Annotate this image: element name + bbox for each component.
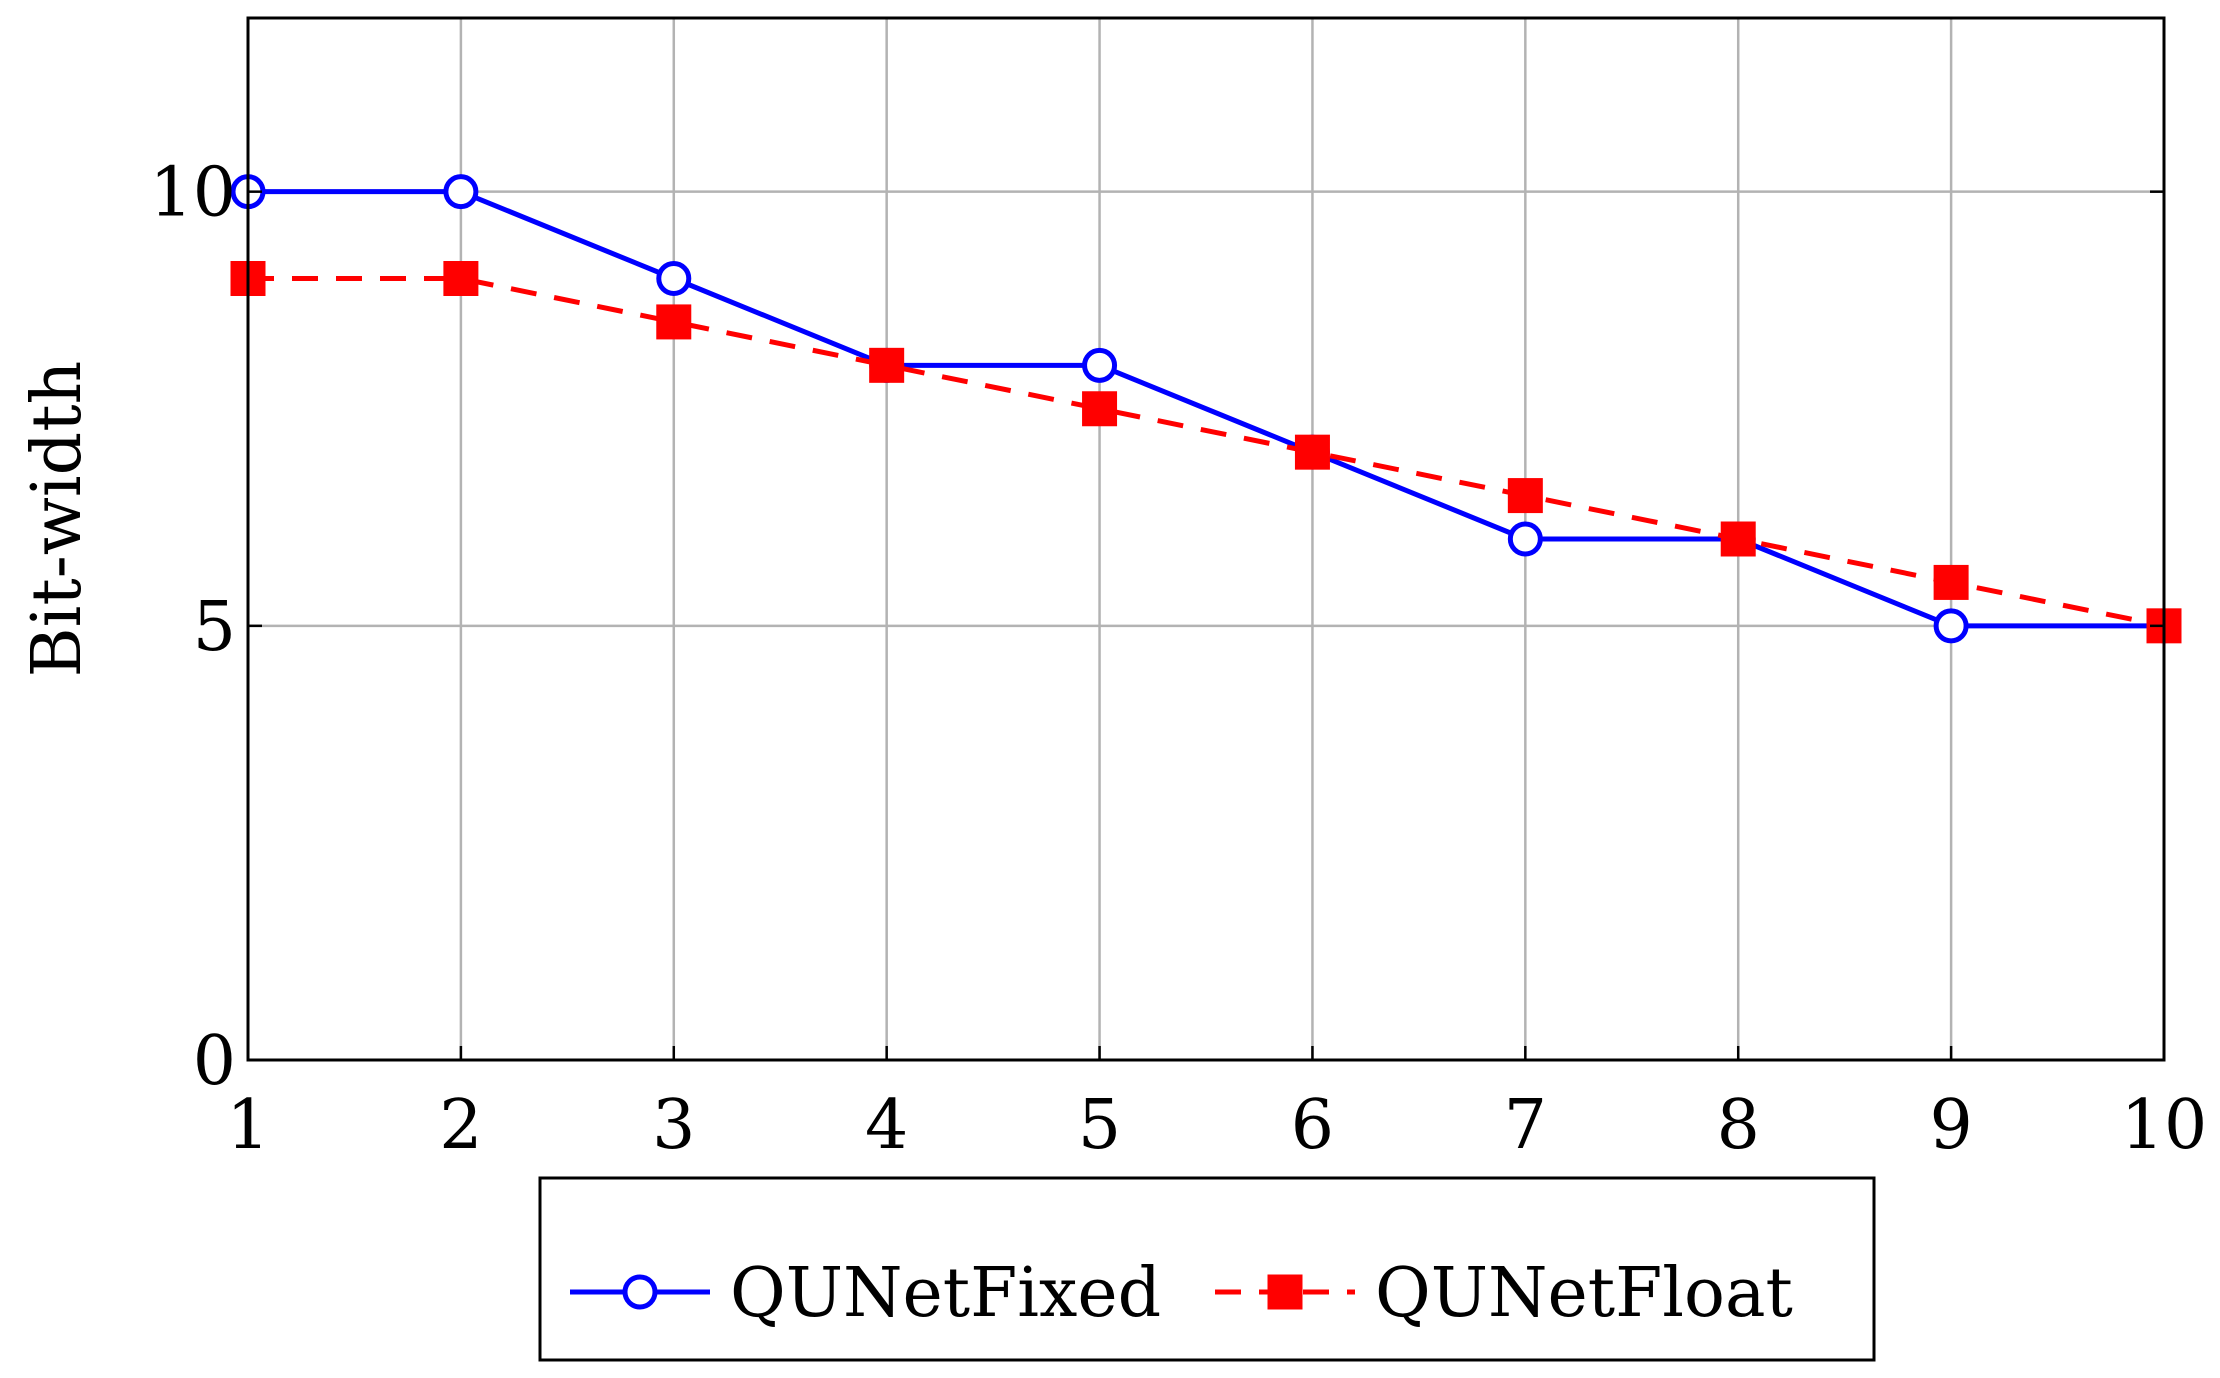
x-tick-label: 3 bbox=[652, 1086, 695, 1165]
data-point bbox=[1082, 347, 1118, 383]
series-QUNetFixed bbox=[230, 174, 2182, 644]
x-tick-label: 8 bbox=[1717, 1086, 1760, 1165]
data-point bbox=[1933, 564, 1969, 600]
data-point bbox=[443, 174, 479, 210]
x-tick-label: 6 bbox=[1291, 1086, 1334, 1165]
grid bbox=[246, 18, 2166, 1062]
data-point bbox=[1082, 391, 1118, 427]
data-point bbox=[1507, 478, 1543, 514]
legend-entry: QUNetFloat bbox=[1215, 1254, 1793, 1333]
legend-marker bbox=[622, 1274, 658, 1310]
data-point bbox=[1507, 521, 1543, 557]
data-point bbox=[443, 261, 479, 296]
x-tick-label: 5 bbox=[1078, 1086, 1121, 1165]
legend-label: QUNetFloat bbox=[1375, 1254, 1793, 1333]
x-tick-label: 4 bbox=[865, 1086, 908, 1165]
data-point bbox=[1294, 434, 1330, 470]
y-tick-label: 10 bbox=[149, 154, 236, 233]
data-point bbox=[1933, 608, 1969, 644]
legend-marker bbox=[1267, 1274, 1303, 1310]
data-point bbox=[869, 347, 905, 383]
legend-box bbox=[538, 1176, 1876, 1362]
x-tick-label: 7 bbox=[1504, 1086, 1547, 1165]
series-layer bbox=[230, 174, 2182, 644]
series-line bbox=[248, 276, 2165, 629]
series-QUNetFloat bbox=[230, 261, 2182, 644]
plot-frame bbox=[246, 16, 2166, 1062]
x-tick-label: 10 bbox=[2121, 1086, 2208, 1165]
data-point bbox=[656, 261, 692, 296]
y-tick-label: 0 bbox=[193, 1022, 236, 1101]
legend-entry: QUNetFixed bbox=[570, 1254, 1161, 1333]
data-point bbox=[656, 304, 692, 340]
x-tick-label: 9 bbox=[1929, 1086, 1972, 1165]
y-tick-label: 5 bbox=[193, 588, 236, 667]
x-tick-label: 2 bbox=[439, 1086, 482, 1165]
x-tick-label: 1 bbox=[226, 1086, 269, 1165]
legend: QUNetFixed QUNetFloat bbox=[538, 1176, 1876, 1362]
tick-labels: 1 2 3 4 5 6 7 8 9 10 0 5 10 bbox=[149, 154, 2207, 1165]
data-point bbox=[1720, 521, 1756, 557]
legend-label: QUNetFixed bbox=[730, 1254, 1161, 1333]
y-axis-title: Bit-width bbox=[18, 361, 97, 678]
series-line bbox=[248, 189, 2164, 629]
